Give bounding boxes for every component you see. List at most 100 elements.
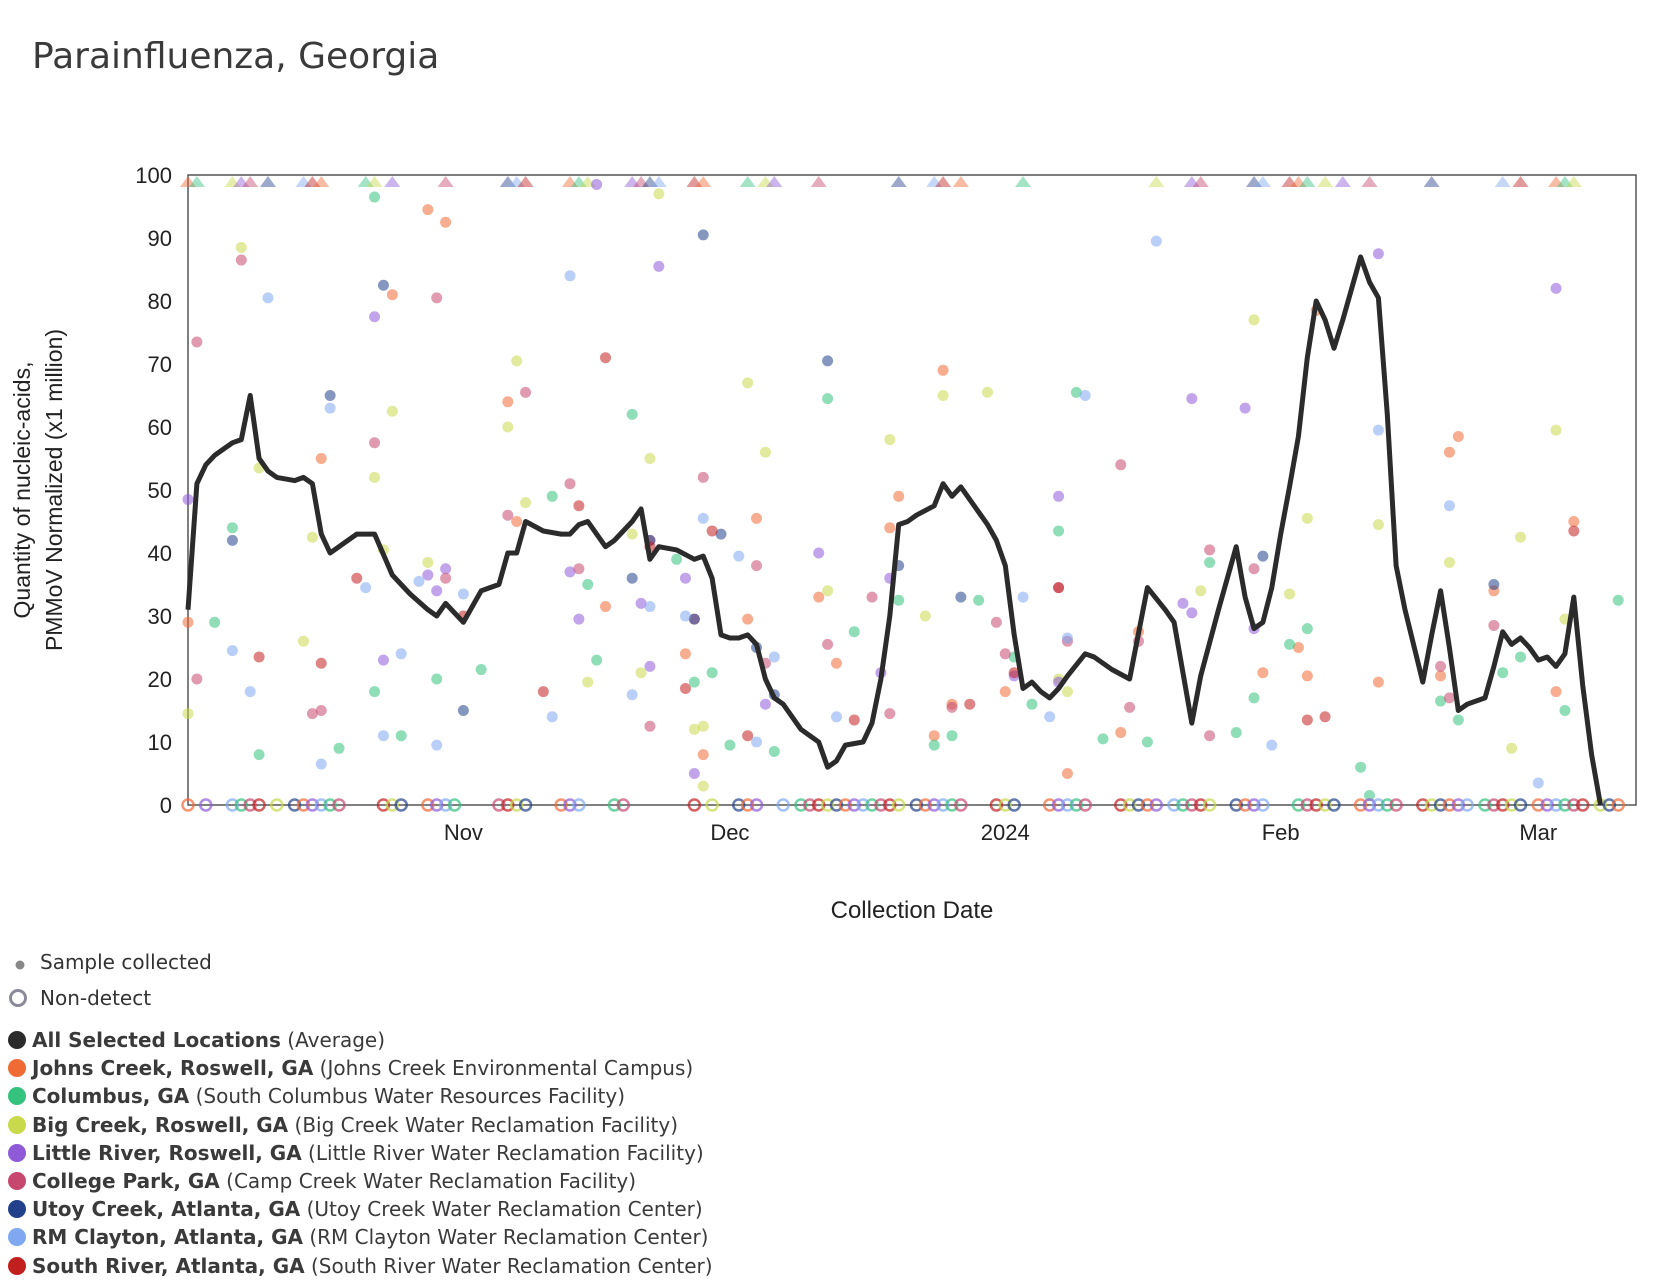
- color-dot-icon: [8, 1256, 26, 1280]
- data-point: [1150, 235, 1162, 247]
- data-point: [626, 689, 638, 701]
- data-point: [1550, 424, 1562, 436]
- x-tick-label: Mar: [1519, 820, 1557, 845]
- data-point: [431, 292, 443, 304]
- location-name: South River, Atlanta, GA: [32, 1253, 305, 1278]
- y-axis-label: Quantity of nucleic-acids, PMMoV Normaliz…: [9, 329, 67, 651]
- data-point: [520, 386, 532, 398]
- above-range-marker: [1246, 176, 1263, 187]
- chart-title: Parainfluenza, Georgia: [32, 36, 440, 77]
- location-site: (Camp Creek Water Reclamation Facility): [219, 1168, 637, 1193]
- non-detect-marker: [1504, 798, 1519, 812]
- data-point: [653, 260, 665, 272]
- data-point: [1053, 525, 1065, 537]
- data-point: [226, 534, 238, 546]
- y-tick-label: 10: [148, 730, 172, 755]
- data-point: [360, 582, 372, 594]
- data-point: [502, 421, 514, 433]
- color-dot-icon: [8, 1058, 26, 1082]
- data-point: [431, 739, 443, 751]
- non-detect-marker: [1478, 798, 1492, 812]
- data-point: [1186, 607, 1198, 619]
- data-point: [395, 648, 407, 660]
- y-tick-label: 60: [148, 415, 172, 440]
- data-point: [1301, 623, 1313, 635]
- non-detect-marker: [909, 798, 924, 812]
- data-point: [564, 478, 576, 490]
- non-detect-marker: [518, 798, 533, 812]
- location-site: (Johns Creek Environmental Campus): [313, 1056, 694, 1081]
- legend-location-label: Utoy Creek, Atlanta, GA (Utoy Creek Wate…: [32, 1197, 703, 1221]
- above-range-marker: [1192, 176, 1209, 187]
- data-point: [751, 560, 763, 572]
- data-point: [369, 191, 381, 203]
- data-point: [822, 585, 834, 597]
- data-point: [733, 550, 745, 562]
- location-site: (Big Creek Water Reclamation Facility): [288, 1112, 679, 1137]
- data-point: [626, 528, 638, 540]
- data-point: [573, 613, 585, 625]
- non-detect-marker: [1602, 798, 1617, 812]
- data-point: [1053, 582, 1065, 594]
- data-point: [1204, 544, 1216, 556]
- above-range-marker: [313, 176, 330, 187]
- non-detect-marker: [607, 798, 622, 812]
- data-point: [830, 657, 842, 669]
- non-detect-marker: [1451, 798, 1466, 812]
- data-point: [440, 216, 452, 228]
- above-range-marker: [1148, 176, 1165, 187]
- data-point: [1372, 519, 1384, 531]
- location-name: Utoy Creek, Atlanta, GA: [32, 1197, 301, 1222]
- data-point: [422, 556, 434, 568]
- data-point: [537, 686, 549, 698]
- data-point: [591, 178, 603, 190]
- x-tick-label: Dec: [710, 820, 749, 845]
- above-range-marker: [180, 176, 196, 187]
- above-range-marker: [810, 176, 827, 187]
- non-detect-marker: [1291, 798, 1306, 812]
- data-point: [564, 566, 576, 578]
- data-point: [502, 396, 514, 408]
- non-detect-marker: [199, 798, 213, 812]
- legend-label: Sample collected: [40, 950, 212, 974]
- data-point: [964, 698, 976, 710]
- non-detect-marker: [918, 798, 933, 812]
- above-range-marker: [1512, 176, 1529, 187]
- data-point: [564, 270, 576, 282]
- data-point: [1257, 550, 1269, 562]
- y-axis-ticks: 0 10 20 30 40 50 60 70 80 90 100: [135, 163, 172, 818]
- above-range-marker: [633, 176, 650, 187]
- plot-frame: [187, 174, 1637, 806]
- data-point: [1017, 591, 1029, 603]
- data-point: [422, 204, 434, 216]
- legend-location-label: Little River, Roswell, GA (Little River …: [32, 1141, 704, 1165]
- data-point: [706, 525, 718, 537]
- non-detect-marker: [1238, 798, 1252, 812]
- location-name: Johns Creek, Roswell, GA: [32, 1056, 314, 1081]
- hollow-circle-icon: [8, 988, 30, 1015]
- data-point: [1061, 686, 1073, 698]
- data-point: [475, 664, 487, 676]
- above-range-marker: [508, 176, 525, 187]
- above-range-marker: [926, 176, 943, 187]
- data-point: [1284, 638, 1296, 650]
- data-point: [893, 490, 905, 502]
- data-point: [813, 591, 825, 603]
- non-detect-marker: [1069, 798, 1084, 812]
- non-detect-marker: [954, 798, 968, 812]
- data-point: [315, 758, 327, 770]
- non-detect-marker: [1416, 798, 1430, 812]
- color-dot-icon: [8, 1143, 26, 1167]
- data-point: [351, 572, 363, 584]
- data-point: [369, 471, 381, 483]
- data-point: [1070, 386, 1082, 398]
- data-point: [751, 736, 763, 748]
- data-point: [1186, 393, 1198, 405]
- data-point: [1443, 556, 1455, 568]
- data-point: [440, 572, 452, 584]
- non-detect-marker: [847, 798, 862, 812]
- non-detect-marker: [1309, 798, 1323, 812]
- color-dot-icon: [8, 1171, 26, 1195]
- non-detect-marker: [865, 798, 879, 812]
- non-detect-marker: [740, 798, 755, 812]
